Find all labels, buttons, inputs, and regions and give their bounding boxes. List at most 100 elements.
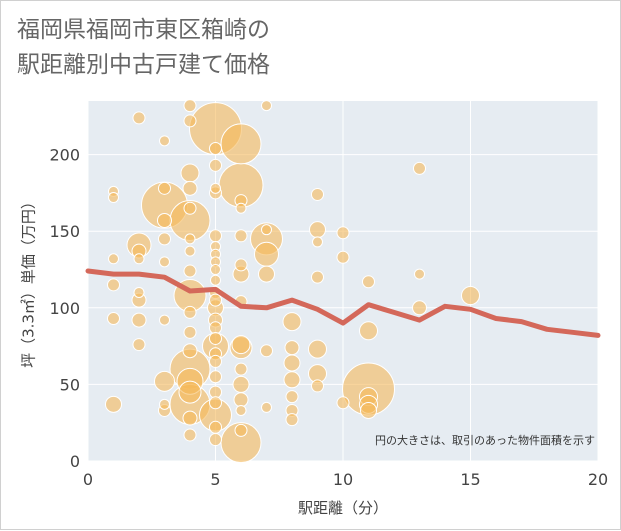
data-bubble — [234, 362, 248, 376]
data-bubble — [461, 286, 480, 306]
data-bubble — [209, 331, 222, 345]
data-bubble — [209, 321, 222, 335]
data-bubble — [158, 232, 171, 246]
data-bubble — [133, 286, 145, 298]
data-bubble — [159, 256, 170, 268]
data-bubble — [159, 135, 170, 147]
data-bubble — [209, 433, 222, 447]
data-bubble — [284, 340, 300, 356]
data-bubble — [158, 181, 171, 195]
data-bubble — [183, 99, 197, 113]
data-bubble — [210, 182, 221, 194]
data-bubble — [178, 380, 202, 404]
data-bubble — [311, 379, 324, 393]
data-bubble — [107, 312, 120, 326]
x-tick-label: 20 — [588, 470, 608, 489]
data-bubble — [285, 390, 299, 404]
data-bubble — [183, 428, 197, 442]
data-bubble — [261, 401, 272, 413]
data-bubble — [159, 314, 170, 326]
data-bubble — [183, 305, 197, 319]
y-tick-label: 50 — [60, 375, 80, 394]
data-bubble — [209, 370, 222, 384]
data-bubble — [412, 300, 427, 316]
data-bubble — [183, 114, 197, 128]
data-bubble — [209, 420, 222, 434]
data-bubble — [308, 339, 327, 359]
data-bubble — [359, 321, 378, 341]
x-tick-label: 10 — [333, 470, 353, 489]
data-bubble — [233, 392, 249, 408]
data-bubble — [283, 354, 301, 372]
chart-title-line-1: 福岡県福岡市東区箱崎の — [17, 17, 270, 43]
data-bubble — [234, 258, 248, 272]
data-bubble — [336, 250, 350, 264]
data-bubble — [282, 312, 302, 332]
data-bubble — [157, 212, 172, 228]
data-bubble — [182, 410, 198, 426]
data-bubble — [362, 275, 375, 289]
chart-title-line-2: 駅距離別中古戸建て価格 — [17, 52, 270, 78]
trend-line — [85, 268, 601, 338]
data-bubble — [132, 111, 146, 125]
data-bubble — [360, 401, 377, 419]
data-bubble — [209, 141, 222, 155]
data-bubble — [210, 274, 221, 286]
data-bubble — [180, 163, 200, 183]
data-bubble — [209, 229, 222, 243]
data-bubble — [234, 229, 248, 243]
bubble-size-note: 円の大きさは、取引のあった物件面積を示す — [375, 433, 595, 447]
data-bubble — [107, 278, 120, 292]
data-bubble — [132, 338, 146, 352]
y-axis-label: 坪（3.3㎡）単価（万円） — [20, 194, 38, 368]
data-bubble — [183, 201, 197, 215]
data-bubble — [108, 253, 119, 265]
data-bubble — [258, 265, 275, 283]
data-bubble — [182, 180, 198, 196]
data-bubble — [105, 395, 122, 413]
data-bubble — [133, 253, 145, 265]
data-bubble — [231, 335, 251, 355]
data-bubble — [283, 371, 301, 389]
y-tick-label: 0 — [70, 452, 80, 471]
data-bubble — [260, 344, 273, 358]
x-tick-label: 0 — [83, 470, 93, 489]
data-bubble — [183, 264, 197, 278]
data-bubble — [232, 375, 250, 393]
data-bubble — [210, 264, 221, 276]
data-bubble — [312, 236, 323, 248]
x-tick-label: 15 — [460, 470, 480, 489]
chart-title: 福岡県福岡市東区箱崎の 駅距離別中古戸建て価格 — [17, 13, 270, 83]
data-bubble — [309, 221, 326, 239]
data-bubble — [261, 100, 272, 112]
data-bubble — [413, 161, 426, 175]
y-tick-label: 200 — [49, 146, 80, 165]
data-bubble — [209, 158, 222, 172]
data-bubble — [131, 312, 147, 328]
data-bubble — [159, 398, 170, 410]
y-tick-label: 100 — [49, 299, 80, 318]
y-tick-label: 150 — [49, 222, 80, 241]
data-bubble — [184, 245, 196, 257]
bubble-layer — [105, 99, 480, 464]
x-axis-label: 駅距離（分） — [298, 499, 388, 517]
data-bubble — [182, 343, 198, 359]
data-bubble — [209, 354, 222, 368]
data-bubble — [336, 396, 350, 410]
data-bubble — [234, 423, 248, 437]
data-bubble — [311, 270, 324, 284]
data-bubble — [209, 396, 222, 410]
data-bubble — [235, 404, 247, 416]
x-tick-label: 5 — [210, 470, 220, 489]
data-bubble — [183, 325, 197, 339]
data-bubble — [285, 413, 299, 427]
data-bubble — [311, 187, 324, 201]
data-bubble — [220, 123, 262, 165]
data-bubble — [414, 268, 425, 280]
data-bubble — [154, 370, 175, 392]
data-bubble — [108, 192, 119, 204]
data-bubble — [209, 293, 222, 307]
